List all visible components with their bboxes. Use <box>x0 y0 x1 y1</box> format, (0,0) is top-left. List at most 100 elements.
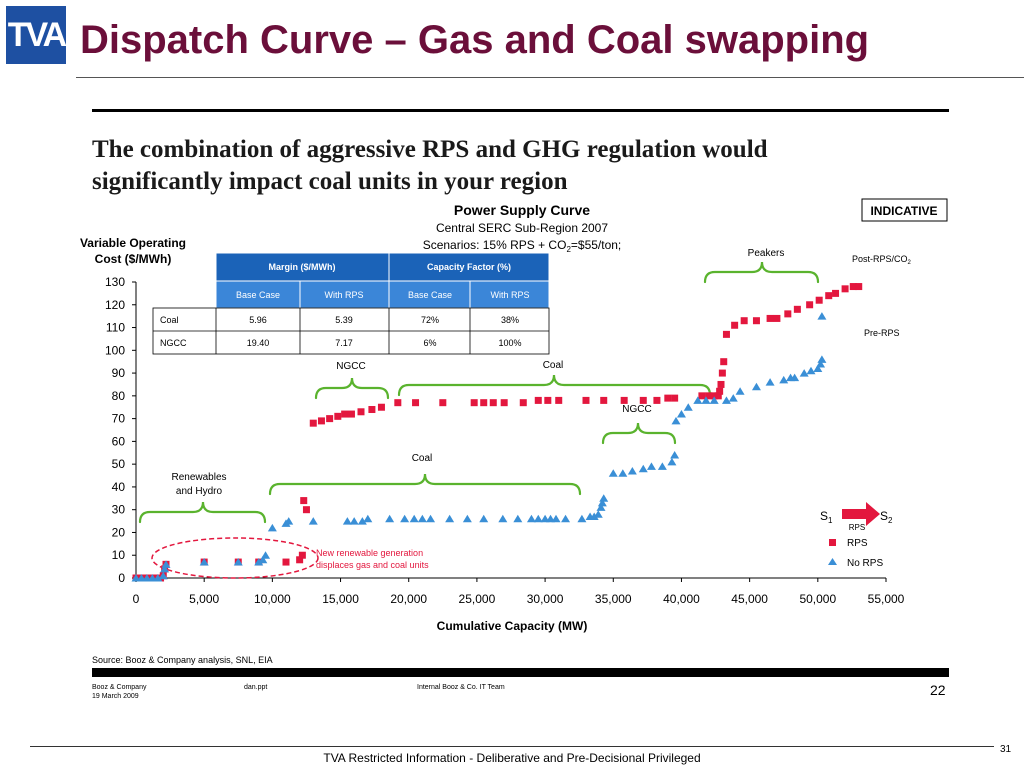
no-rps-point <box>817 355 827 363</box>
no-rps-point <box>618 469 628 477</box>
no-rps-point <box>342 517 352 525</box>
rps-point <box>671 394 679 402</box>
post-rps-label: Post-RPS/CO2 <box>852 254 912 266</box>
rps-point <box>282 558 290 566</box>
table-row-coal-capacity-rps: 38% <box>501 315 519 325</box>
headline-line-2: significantly impact coal units in your … <box>92 168 568 195</box>
table-subheader-capacity-rps: With RPS <box>490 290 529 300</box>
no-rps-point <box>627 466 637 475</box>
rps-point <box>815 296 823 304</box>
rps-point <box>773 314 781 322</box>
rps-point <box>716 387 724 395</box>
rps-point <box>412 399 420 407</box>
x-tick-label: 40,000 <box>663 592 700 606</box>
no-rps-point <box>683 403 693 411</box>
x-tick-label: 5,000 <box>189 592 219 606</box>
coal-upper-label: Coal <box>543 360 564 371</box>
table-header-capacity-cell <box>388 252 550 282</box>
x-tick-label: 30,000 <box>527 592 564 606</box>
rps-point <box>600 396 608 404</box>
chart-subtitle-region: Central SERC Sub-Region 2007 <box>436 221 608 235</box>
coal-lower-label: Coal <box>412 453 433 464</box>
new-renewable-callout-line-1: New renewable generation <box>316 548 423 558</box>
source-note: Source: Booz & Company analysis, SNL, EI… <box>92 655 273 665</box>
rps-point <box>825 292 833 300</box>
x-tick-label: 20,000 <box>390 592 427 606</box>
peakers-bracket <box>703 261 820 284</box>
no-rps-point <box>817 312 827 320</box>
slide-number: 31 <box>1000 744 1012 755</box>
table-row-ngcc-label: NGCC <box>160 338 187 348</box>
scenario-tail: =$55/ton; <box>571 238 621 252</box>
table-row-ngcc-margin-rps: 7.17 <box>335 338 353 348</box>
y-axis-ticks: 0 10 20 30 40 50 60 70 80 90 100 110 120 130 <box>105 275 136 585</box>
no-rps-point <box>551 514 561 523</box>
no-rps-point <box>701 396 711 404</box>
rps-point <box>298 551 306 559</box>
rps-point <box>347 410 355 418</box>
post-rps-text: Post-RPS/CO <box>852 254 908 264</box>
no-rps-point <box>751 382 761 391</box>
rps-point <box>470 399 478 407</box>
rps-point <box>334 412 342 420</box>
x-tick-label: 50,000 <box>799 592 836 606</box>
table-subheader-capacity-base: Base Case <box>408 290 452 300</box>
no-rps-point <box>599 494 609 502</box>
scenario-text: Scenarios: 15% RPS + CO <box>423 238 567 252</box>
no-rps-point <box>638 464 648 473</box>
no-rps-point <box>646 462 656 470</box>
no-rps-point <box>513 514 523 523</box>
no-rps-point <box>160 564 170 573</box>
rps-point <box>357 408 365 416</box>
rps-point <box>710 392 718 400</box>
margin-capacity-table: Margin ($/MWh) Capacity Factor (%) Base … <box>152 252 550 355</box>
no-rps-point <box>709 396 719 404</box>
no-rps-point <box>158 571 168 580</box>
table-row-coal-margin-rps: 5.39 <box>335 315 353 325</box>
footer-company: Booz & Company <box>92 684 147 691</box>
x-tick-label: 0 <box>133 592 140 606</box>
y-tick-label: 100 <box>105 343 125 357</box>
legend-s2: S2 <box>880 509 893 525</box>
legend-no-rps-marker <box>828 558 837 565</box>
no-rps-point <box>199 558 209 566</box>
no-rps-point <box>676 410 686 418</box>
no-rps-point <box>462 514 472 523</box>
y-tick-label: 40 <box>112 480 126 494</box>
indicative-box <box>861 198 948 222</box>
top-band <box>92 109 949 112</box>
post-rps-subscript: 2 <box>908 260 912 266</box>
y-tick-label: 120 <box>105 298 125 312</box>
table-header-capacity: Capacity Factor (%) <box>427 262 511 272</box>
rps-point <box>582 396 590 404</box>
rps-point <box>717 380 725 388</box>
no-rps-point <box>400 514 410 523</box>
bottom-band <box>92 668 949 677</box>
rps-point <box>849 283 857 291</box>
no-rps-point <box>349 517 359 525</box>
headline: The combination of aggressive RPS and GH… <box>92 134 952 198</box>
rps-point <box>317 417 325 425</box>
no-rps-point <box>526 514 536 523</box>
x-axis-label: Cumulative Capacity (MW) <box>437 619 588 633</box>
no-rps-point <box>498 514 508 523</box>
coal-upper-bracket <box>397 374 712 397</box>
no-rps-point <box>533 514 543 523</box>
legend-no-rps-label: No RPS <box>847 558 883 569</box>
renewables-label-line-2: and Hydro <box>176 486 223 497</box>
no-rps-point <box>735 387 745 395</box>
rps-point <box>480 399 488 407</box>
no-rps-point <box>308 517 318 525</box>
no-rps-point <box>799 369 809 377</box>
rps-point <box>394 399 402 407</box>
ngcc-upper-bracket <box>314 377 390 400</box>
rps-point <box>664 394 672 402</box>
rps-point <box>341 410 349 418</box>
inner-page-number: 22 <box>930 682 946 698</box>
no-rps-point <box>721 396 731 404</box>
no-rps-point <box>417 514 427 523</box>
rps-point <box>752 317 760 325</box>
no-rps-point <box>671 416 681 425</box>
no-rps-point <box>261 551 271 559</box>
ngcc-lower-bracket <box>601 422 677 445</box>
